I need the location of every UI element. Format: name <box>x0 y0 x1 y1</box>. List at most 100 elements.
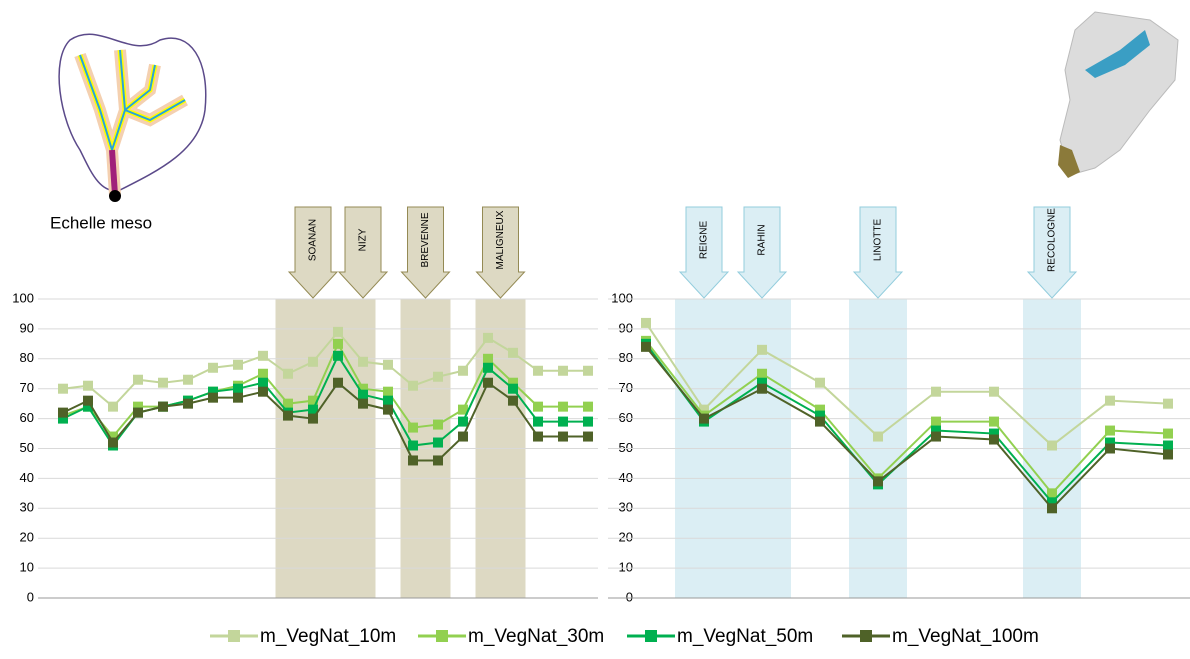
point-marker <box>508 377 518 388</box>
legend-marker <box>228 630 240 642</box>
point-marker <box>508 383 518 394</box>
point-marker <box>283 410 293 421</box>
point-marker <box>558 401 568 412</box>
point-marker <box>1163 398 1173 409</box>
y-tick-label: 100 <box>12 290 34 305</box>
annotation-arrow <box>475 206 526 299</box>
point-marker <box>931 386 941 397</box>
point-marker <box>433 437 443 448</box>
point-marker <box>108 437 118 448</box>
point-marker <box>458 431 468 442</box>
series-line <box>645 322 1169 447</box>
point-marker <box>583 401 593 412</box>
point-marker <box>483 353 493 364</box>
y-tick-label: 30 <box>619 500 633 515</box>
point-marker <box>1047 497 1057 508</box>
point-marker <box>1105 437 1115 448</box>
point-marker <box>208 362 218 373</box>
point-marker <box>1047 488 1057 499</box>
point-marker <box>433 455 443 466</box>
point-marker <box>757 377 767 388</box>
point-marker <box>1163 449 1173 460</box>
point-marker <box>533 416 543 427</box>
point-marker <box>58 407 68 418</box>
y-tick-label: 40 <box>20 470 34 485</box>
annotation-label: NIZY <box>358 228 369 251</box>
annotation-arrow <box>1026 206 1078 299</box>
annotation-arrow <box>736 206 788 299</box>
point-marker <box>283 398 293 409</box>
point-marker <box>931 431 941 442</box>
y-tick-label: 30 <box>20 500 34 515</box>
y-tick-label: 20 <box>619 530 633 545</box>
point-marker <box>158 377 168 388</box>
point-marker <box>433 371 443 382</box>
point-marker <box>133 401 143 412</box>
point-marker <box>333 377 343 388</box>
point-marker <box>1105 425 1115 436</box>
point-marker <box>508 347 518 358</box>
y-tick-label: 10 <box>20 560 34 575</box>
point-marker <box>383 386 393 397</box>
annotation-label: RECOLOGNE <box>1047 208 1058 272</box>
point-marker <box>83 380 93 391</box>
annotation-label: REIGNE <box>699 221 710 260</box>
annotation-arrow <box>400 206 451 299</box>
annotation-arrow <box>852 206 904 299</box>
point-marker <box>1105 443 1115 454</box>
point-marker <box>308 356 318 367</box>
point-marker <box>258 386 268 397</box>
annotation-label: BREVENNE <box>420 212 431 267</box>
point-marker <box>641 341 651 352</box>
point-marker <box>699 413 709 424</box>
point-marker <box>458 416 468 427</box>
series-line <box>62 341 588 439</box>
point-marker <box>1047 503 1057 514</box>
point-marker <box>931 425 941 436</box>
point-marker <box>815 404 825 415</box>
point-marker <box>408 380 418 391</box>
point-marker <box>83 395 93 406</box>
point-marker <box>358 383 368 394</box>
y-tick-label: 0 <box>27 589 34 604</box>
series-line <box>645 343 1169 504</box>
point-marker <box>458 365 468 376</box>
annotation-arrow <box>337 206 389 299</box>
annotation-label: LINOTTE <box>873 219 884 262</box>
legend-marker <box>436 630 448 642</box>
point-marker <box>989 428 999 439</box>
point-marker <box>83 401 93 412</box>
point-marker <box>815 377 825 388</box>
annotation-arrow <box>287 206 339 299</box>
point-marker <box>483 377 493 388</box>
point-marker <box>583 431 593 442</box>
point-marker <box>1163 440 1173 451</box>
point-marker <box>133 374 143 385</box>
point-marker <box>815 416 825 427</box>
y-tick-label: 60 <box>20 410 34 425</box>
legend-label: m_VegNat_100m <box>892 626 1039 647</box>
annotation-arrow <box>678 206 730 299</box>
series-line <box>645 340 1169 495</box>
point-marker <box>757 368 767 379</box>
point-marker <box>757 383 767 394</box>
point-marker <box>283 368 293 379</box>
legend-marker <box>860 630 872 642</box>
point-marker <box>433 419 443 430</box>
basin-icon <box>58 33 207 202</box>
point-marker <box>815 410 825 421</box>
point-marker <box>383 395 393 406</box>
point-marker <box>383 359 393 370</box>
point-marker <box>458 404 468 415</box>
point-marker <box>989 386 999 397</box>
point-marker <box>58 413 68 424</box>
point-marker <box>308 395 318 406</box>
point-marker <box>873 476 883 487</box>
point-marker <box>233 392 243 403</box>
legend-marker <box>645 630 657 642</box>
point-marker <box>558 365 568 376</box>
point-marker <box>358 389 368 400</box>
y-tick-label: 50 <box>619 440 633 455</box>
point-marker <box>873 431 883 442</box>
annotation-label: SOANAN <box>308 219 319 261</box>
